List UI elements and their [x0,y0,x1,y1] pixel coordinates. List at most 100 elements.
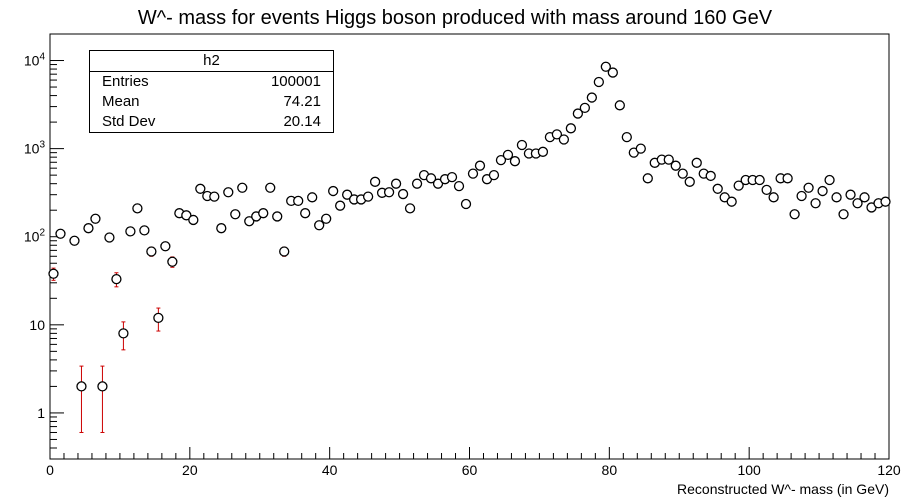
data-point [677,168,688,179]
data-points [48,61,891,392]
data-point [195,183,206,194]
data-point [607,67,618,78]
data-point [244,216,255,227]
data-point [509,156,521,167]
data-point [502,149,514,160]
error-bars [51,246,287,433]
data-point [460,198,472,210]
data-point [838,209,849,220]
stats-std-label: Std Dev [102,113,156,130]
data-point [691,157,702,168]
data-point [453,181,465,192]
data-point [404,203,416,214]
data-point [139,225,150,236]
data-point [279,246,290,257]
data-point [516,139,528,151]
data-point [397,188,409,200]
data-point [635,143,646,154]
stats-entries-label: Entries [102,73,149,90]
data-point [335,200,346,211]
stats-entries-row: Entries 100001 [90,72,333,92]
data-point [558,134,570,145]
x-tick-label: 100 [737,462,761,478]
data-point [852,198,863,209]
data-point [782,173,793,184]
data-point [824,174,835,186]
data-point [621,131,632,143]
data-point [153,312,164,324]
data-point [188,214,199,226]
data-point [810,198,821,209]
data-point [272,211,283,222]
data-point [237,182,248,193]
data-point [705,170,716,182]
data-point [831,192,842,203]
data-point [726,196,737,207]
stats-mean-label: Mean [102,93,140,110]
data-point [118,328,129,339]
x-tick-label: 40 [322,462,338,478]
data-point [76,381,87,392]
data-point [209,191,220,202]
data-point [803,182,814,193]
data-point [789,209,800,220]
data-point [537,146,549,157]
stats-entries-value: 100001 [270,73,321,90]
data-point [314,220,325,231]
data-point [90,213,101,224]
data-point [880,196,891,207]
data-point [300,208,311,219]
data-point [670,160,681,171]
x-tick-label: 0 [46,462,54,478]
data-point [55,228,66,239]
stats-box: h2 Entries 100001 Mean 74.21 Std Dev 20.… [89,50,334,133]
data-point [125,226,136,237]
data-point [362,191,374,202]
y-tick-label: 1 [37,405,45,421]
data-point [230,209,241,220]
data-point [328,185,339,197]
data-point [754,174,765,186]
stats-histogram-name: h2 [90,51,333,72]
data-point [104,232,115,243]
y-tick-label: 104 [24,52,46,69]
data-point [321,213,332,224]
data-point [495,154,507,166]
data-point [146,246,157,257]
data-point [307,192,318,203]
data-point [111,273,122,285]
data-point [167,256,178,267]
data-point [132,203,143,214]
x-axis-label: Reconstructed W^- mass (in GeV) [677,481,889,497]
stats-mean-row: Mean 74.21 [90,92,333,112]
data-point [265,182,276,193]
data-point [411,178,423,189]
data-point [369,176,381,187]
data-point [181,210,192,221]
data-point [293,195,304,207]
x-tick-label: 60 [462,462,478,478]
y-tick-label: 10 [29,317,45,333]
data-point [383,187,395,198]
data-point [600,61,611,72]
stats-std-value: 20.14 [283,113,321,130]
data-point [579,102,591,114]
data-point [97,381,108,392]
stats-mean-value: 74.21 [283,93,321,110]
data-point [160,241,171,252]
data-point [712,183,723,194]
data-point [642,173,653,184]
data-point [768,192,779,203]
data-point [817,185,828,197]
x-tick-label: 80 [602,462,618,478]
x-tick-label: 120 [877,462,901,478]
stats-std-row: Std Dev 20.14 [90,112,333,132]
y-tick-label: 103 [24,140,46,157]
data-point [796,190,807,202]
axes-layer: 0 20 40 60 80 100 120 1 10 102 103 104 [24,33,901,478]
data-point [390,178,402,189]
data-point [258,208,269,219]
data-point [593,76,604,88]
data-point [614,100,625,111]
data-point [341,189,353,200]
